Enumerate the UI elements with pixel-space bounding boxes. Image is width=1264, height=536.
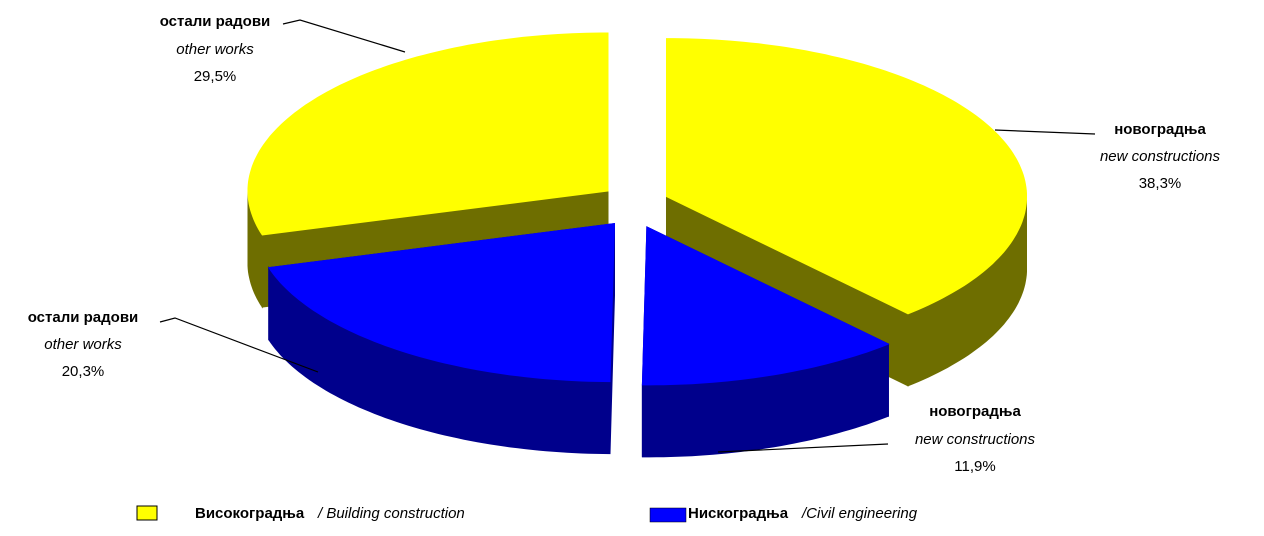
slice-label-en: new constructions xyxy=(915,431,1036,448)
slice-label: новоградња xyxy=(929,403,1021,420)
slice xyxy=(666,38,1027,315)
slice-label-en: new constructions xyxy=(1100,148,1221,165)
legend-label-en: / Building construction xyxy=(317,505,465,522)
slice-label: остали радови xyxy=(28,309,139,326)
legend-label-en: /Civil engineering xyxy=(801,505,918,522)
leader-line xyxy=(282,19,406,53)
slice xyxy=(247,32,609,236)
value-label: 38,3% xyxy=(1139,175,1182,192)
legend-label: Нискоградња xyxy=(688,505,789,522)
legend-swatch xyxy=(649,507,687,523)
leader-line xyxy=(717,443,889,453)
leader-line xyxy=(994,129,1096,135)
slice-label: остали радови xyxy=(160,13,271,30)
slice xyxy=(267,223,616,383)
value-label: 20,3% xyxy=(62,363,105,380)
slice-label-en: other works xyxy=(44,336,122,353)
slice xyxy=(641,226,890,386)
slice-label-en: other works xyxy=(176,41,254,58)
legend-swatch xyxy=(136,505,158,521)
slice-label: новоградња xyxy=(1114,121,1206,138)
legend-label: Високоградња xyxy=(195,505,305,522)
value-label: 11,9% xyxy=(954,458,995,475)
leader-line xyxy=(159,317,319,373)
pie xyxy=(247,32,1027,458)
value-label: 29,5% xyxy=(194,68,237,85)
